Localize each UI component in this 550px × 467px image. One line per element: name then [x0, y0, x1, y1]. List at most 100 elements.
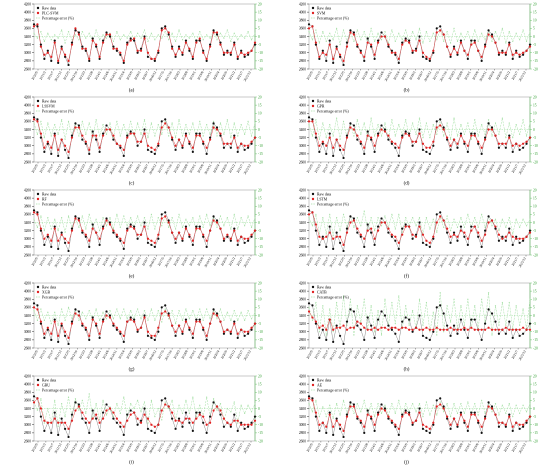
raw-point: [236, 336, 239, 339]
x-tick-label: 2019/11: [203, 442, 212, 454]
raw-point: [511, 150, 514, 153]
error-point: [456, 412, 459, 414]
prediction-point: [528, 415, 532, 418]
x-tick-label: 2013/8: [86, 70, 94, 80]
left-tick-label: 4200: [24, 188, 31, 192]
raw-point: [394, 239, 397, 242]
raw-point: [352, 31, 355, 34]
raw-point: [332, 61, 335, 65]
x-tick-label: 2014/11: [109, 70, 118, 82]
prediction-point: [126, 320, 129, 323]
raw-point: [146, 148, 150, 151]
right-tick-label: 5: [258, 27, 260, 31]
error-point: [181, 135, 184, 137]
left-tick-label: 4000: [299, 289, 306, 293]
prediction-point: [153, 334, 156, 337]
error-point: [308, 31, 310, 33]
raw-point: [387, 231, 390, 234]
prediction-point: [84, 326, 87, 329]
raw-point: [366, 223, 369, 226]
error-point: [181, 226, 184, 228]
error-point: [143, 119, 146, 121]
x-tick-label: 2019/1: [188, 256, 196, 266]
error-point: [446, 31, 448, 33]
prediction-point: [404, 326, 407, 329]
prediction-point: [325, 425, 328, 428]
x-tick-label: 2018/8: [181, 163, 189, 173]
raw-point: [477, 142, 480, 145]
prediction-point: [487, 128, 490, 131]
legend-label: RF: [42, 197, 47, 201]
prediction-point: [236, 332, 239, 335]
prediction-point: [338, 423, 342, 426]
error-point: [491, 334, 493, 336]
error-point: [325, 416, 327, 418]
left-tick-label: 4000: [299, 382, 306, 386]
raw-point: [418, 407, 421, 410]
left-tick-label: 4000: [299, 103, 306, 107]
raw-point: [446, 138, 449, 141]
prediction-point: [321, 51, 324, 54]
left-tick-label: 4200: [24, 2, 31, 6]
error-point: [477, 135, 479, 137]
raw-point: [359, 49, 362, 52]
raw-point: [164, 25, 167, 28]
raw-point: [46, 49, 49, 52]
prediction-series-line: [33, 119, 256, 153]
error-point: [436, 133, 438, 135]
prediction-point: [328, 318, 331, 321]
x-tick-label: 2016/12: [423, 256, 432, 268]
error-point: [154, 319, 156, 321]
prediction-point: [318, 55, 321, 58]
prediction-point: [70, 136, 74, 139]
error-point: [250, 135, 253, 137]
left-tick-label: 2600: [24, 346, 31, 350]
raw-point: [160, 213, 163, 216]
raw-point: [139, 419, 143, 422]
prediction-point: [456, 423, 459, 426]
raw-point: [332, 154, 335, 158]
x-tick-label: 2019/11: [203, 256, 212, 268]
right-tick-label: 5: [258, 399, 260, 403]
right-tick-label: 15: [533, 196, 537, 200]
raw-point: [129, 316, 132, 319]
raw-point: [428, 338, 431, 341]
prediction-point: [452, 233, 456, 236]
prediction-point: [101, 41, 105, 44]
raw-point: [425, 150, 428, 153]
raw-point: [418, 35, 421, 38]
x-tick-label: 2011/2: [39, 349, 47, 359]
x-tick-label: 2014/6: [377, 163, 385, 173]
raw-point: [411, 144, 414, 147]
error-point: [85, 318, 87, 320]
raw-point: [466, 336, 469, 339]
error-point: [181, 412, 184, 414]
raw-point: [480, 59, 483, 62]
error-point: [422, 42, 424, 44]
x-tick-label: 2013/8: [86, 349, 94, 359]
raw-point: [428, 59, 431, 62]
prediction-point: [177, 138, 181, 141]
error-point: [394, 135, 396, 137]
error-point: [453, 403, 455, 405]
prediction-point: [497, 233, 501, 236]
prediction-point: [487, 221, 490, 224]
chart-panel-e: 4200400038003600340032003000280026002015…: [24, 188, 263, 279]
x-tick-label: 2021/12: [243, 349, 252, 361]
raw-point: [212, 29, 215, 32]
prediction-point: [112, 229, 115, 232]
legend-label: LSSVM: [42, 104, 55, 108]
legend-label: GPR: [317, 104, 325, 108]
prediction-point: [528, 328, 532, 331]
raw-point: [404, 223, 407, 226]
error-point: [67, 31, 70, 33]
raw-point: [508, 227, 511, 230]
raw-point: [363, 59, 366, 62]
error-point: [515, 218, 517, 220]
raw-point: [425, 243, 428, 246]
prediction-point: [53, 41, 56, 44]
prediction-point: [473, 328, 476, 331]
x-tick-label: 2014/6: [377, 349, 385, 359]
x-tick-label: 2015/4: [117, 442, 125, 452]
error-point: [150, 308, 153, 310]
